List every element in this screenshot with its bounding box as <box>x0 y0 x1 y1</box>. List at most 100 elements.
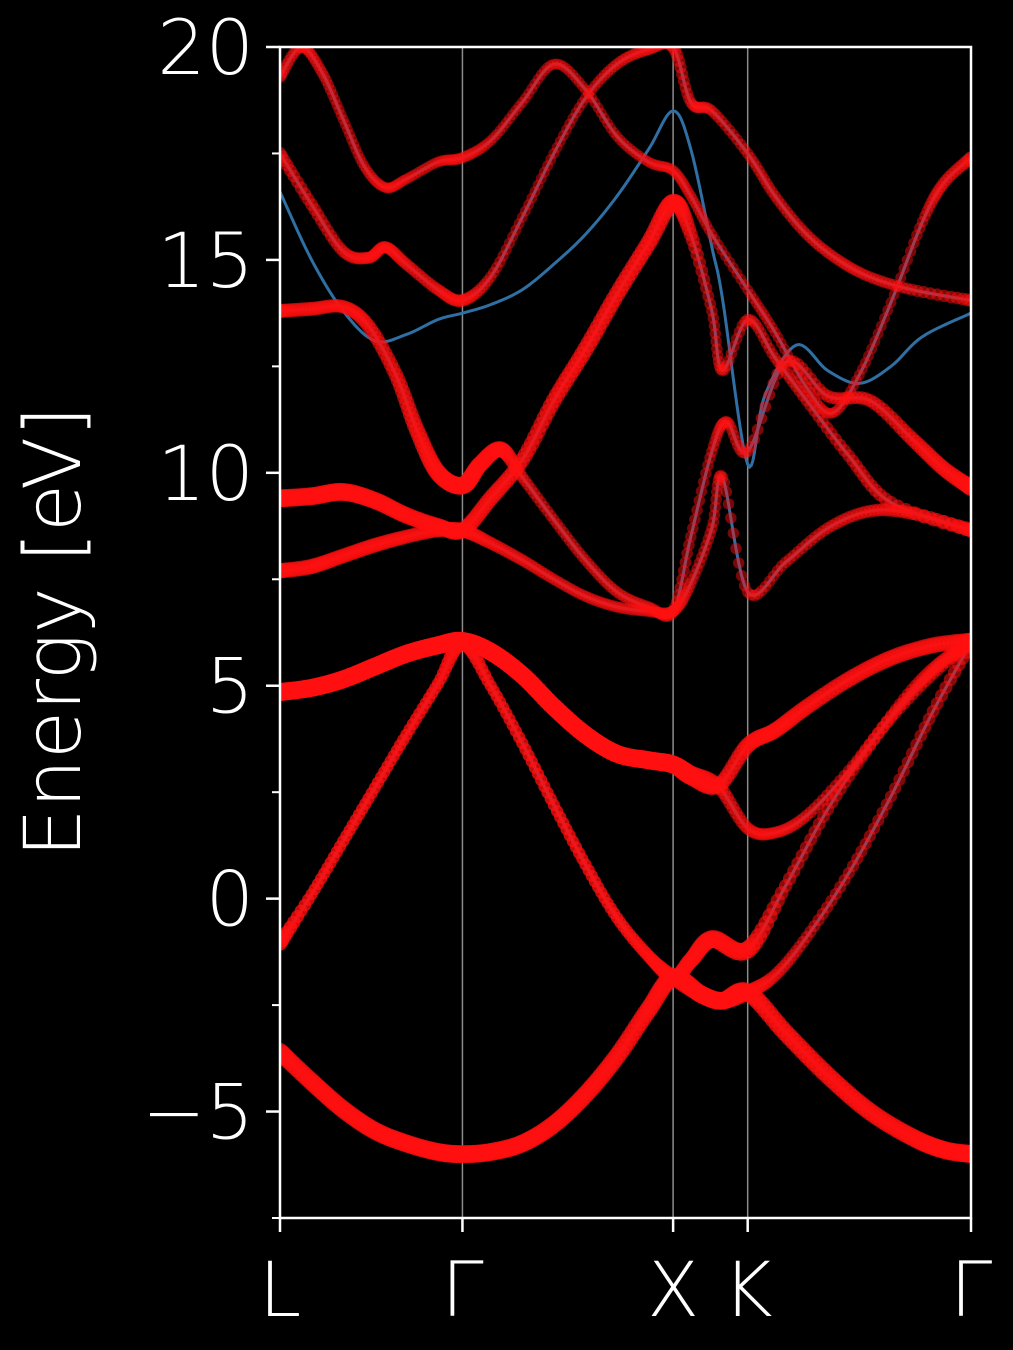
projection-marker <box>764 317 775 329</box>
projection-marker <box>863 350 874 362</box>
projection-marker <box>693 557 706 569</box>
projection-marker <box>753 164 765 177</box>
projection-marker <box>669 600 682 614</box>
projection-marker <box>564 118 576 130</box>
projection-marker <box>601 66 614 78</box>
projection-marker <box>454 152 466 165</box>
band-projection-10 <box>280 47 971 308</box>
projection-marker <box>795 372 807 384</box>
projection-marker <box>627 146 639 158</box>
projection-marker <box>432 156 444 168</box>
projection-marker <box>798 377 810 389</box>
projection-marker <box>732 557 745 569</box>
projection-marker <box>301 47 314 56</box>
projection-marker <box>964 293 971 307</box>
projection-marker <box>560 530 573 543</box>
projection-marker <box>728 340 740 353</box>
projection-marker <box>621 603 633 615</box>
projection-marker <box>763 388 776 401</box>
projection-marker <box>367 172 379 184</box>
projection-marker <box>681 87 694 100</box>
projection-marker <box>694 207 706 219</box>
projection-marker <box>722 498 735 510</box>
projection-marker <box>879 312 890 324</box>
projection-marker <box>592 76 604 88</box>
projection-marker <box>592 595 604 608</box>
projection-marker <box>706 522 718 534</box>
projection-marker <box>715 363 727 375</box>
projection-marker <box>741 147 754 160</box>
projection-marker <box>921 205 934 217</box>
projection-marker <box>850 265 863 277</box>
projection-marker <box>748 589 761 602</box>
projection-marker <box>716 115 728 127</box>
projection-marker <box>519 555 532 568</box>
projection-marker <box>280 62 291 75</box>
projection-marker <box>712 474 725 486</box>
projection-marker <box>346 133 358 145</box>
projection-marker <box>698 215 710 227</box>
projection-marker <box>814 400 826 412</box>
projection-marker <box>621 592 633 604</box>
projection-marker <box>643 156 655 168</box>
projection-marker <box>728 429 740 441</box>
band-projection-8 <box>280 299 971 623</box>
projection-marker <box>806 390 818 402</box>
projection-marker <box>608 60 620 73</box>
projection-marker <box>608 127 620 138</box>
projection-marker <box>927 193 940 205</box>
projection-marker <box>723 354 735 367</box>
projection-marker <box>297 47 309 53</box>
projection-marker <box>925 196 938 209</box>
projection-marker <box>719 416 731 428</box>
projection-marker <box>829 406 841 418</box>
projection-marker <box>576 97 588 109</box>
projection-marker <box>379 182 391 193</box>
projection-marker <box>834 402 846 413</box>
projection-marker <box>766 322 778 334</box>
projection-marker <box>545 154 557 165</box>
projection-marker <box>676 175 688 187</box>
projection-marker <box>365 170 377 181</box>
projection-marker <box>482 137 494 149</box>
projection-marker <box>605 599 617 612</box>
projection-marker <box>761 313 773 325</box>
projection-marker <box>676 573 689 586</box>
projection-marker <box>741 445 754 458</box>
projection-marker <box>901 254 913 266</box>
projection-marker <box>708 320 721 332</box>
projection-marker <box>763 342 776 355</box>
projection-marker <box>720 360 733 372</box>
projection-marker <box>800 538 813 551</box>
projection-marker <box>516 96 528 108</box>
projection-marker <box>335 109 347 121</box>
projection-marker <box>322 79 335 91</box>
projection-marker <box>608 583 620 596</box>
projection-marker <box>602 117 614 129</box>
projection-marker <box>962 1145 971 1164</box>
projection-marker <box>525 482 537 495</box>
projection-marker <box>507 109 519 120</box>
projection-marker <box>813 240 826 252</box>
projection-marker <box>449 153 461 166</box>
projection-marker <box>467 147 479 159</box>
projection-marker <box>487 266 500 279</box>
projection-marker <box>669 166 681 178</box>
projection-marker <box>586 593 598 605</box>
projection-marker <box>788 361 800 373</box>
projection-marker <box>735 138 747 151</box>
projection-marker <box>601 578 614 590</box>
projection-marker <box>406 170 418 182</box>
projection-marker <box>507 231 519 243</box>
projection-marker <box>573 546 585 559</box>
projection-marker <box>377 181 389 193</box>
projection-marker <box>375 180 387 192</box>
projection-marker <box>618 137 629 149</box>
projection-marker <box>742 284 754 296</box>
projection-marker <box>583 88 595 99</box>
projection-marker <box>589 565 601 577</box>
projection-marker <box>747 315 759 328</box>
projection-marker <box>745 589 757 601</box>
projection-marker <box>685 190 697 202</box>
projection-marker <box>911 229 923 241</box>
